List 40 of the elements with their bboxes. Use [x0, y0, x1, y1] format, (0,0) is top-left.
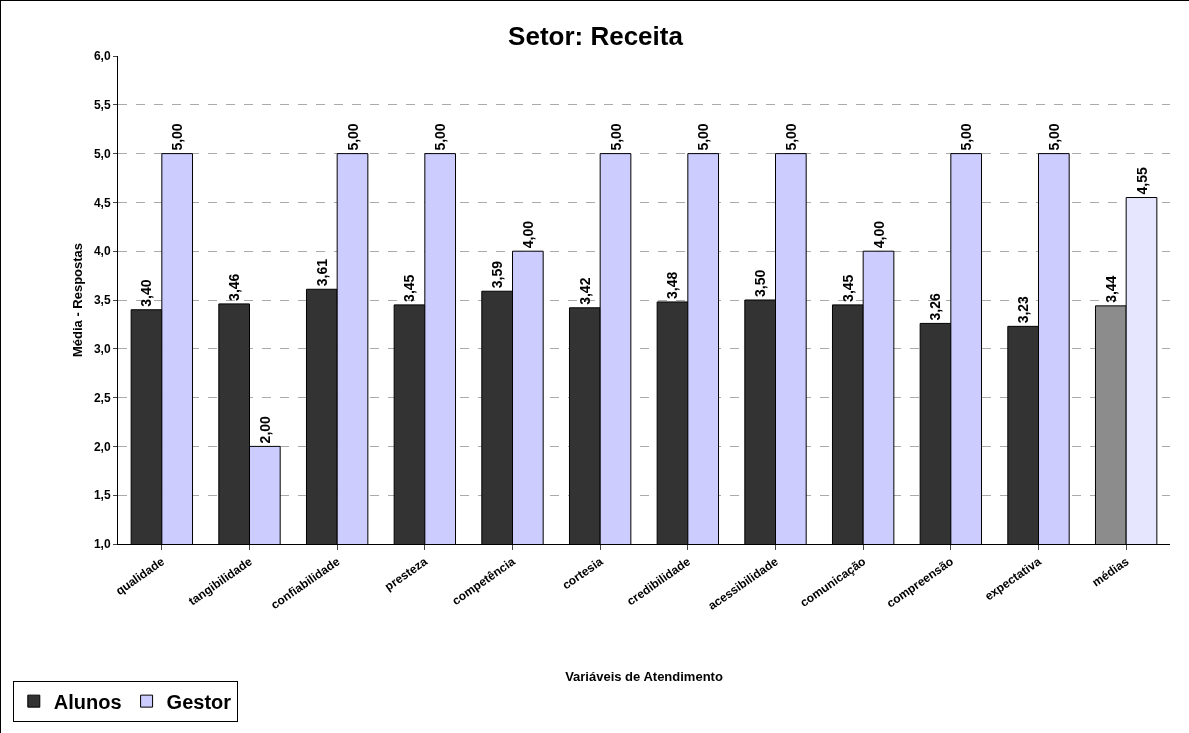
data-label: 5,00	[169, 123, 186, 151]
data-label: 3,61	[313, 258, 330, 287]
data-label: 4,55	[1133, 167, 1150, 195]
y-tick-label: 2,0	[93, 439, 111, 454]
y-tick-label: 5,0	[93, 146, 111, 161]
data-label: 3,48	[664, 271, 681, 299]
data-label: 3,26	[927, 292, 944, 321]
data-label: 5,00	[782, 123, 799, 151]
y-tick-label: 4,5	[93, 195, 111, 210]
data-label: 3,45	[839, 274, 856, 302]
data-label: 3,40	[138, 279, 155, 307]
data-label: 3,44	[1102, 275, 1119, 303]
data-label: 5,00	[958, 123, 975, 151]
data-label: 5,00	[344, 123, 361, 151]
chart-title: Setor: Receita	[508, 20, 684, 51]
y-tick-label: 6,0	[93, 49, 111, 64]
y-tick-label: 5,5	[93, 98, 111, 112]
legend-label: Gestor	[166, 690, 232, 713]
legend-label: Alunos	[53, 690, 122, 713]
y-tick-label: 3,5	[93, 293, 111, 308]
y-axis-title: Média - Respostas	[70, 242, 85, 358]
x-axis-title: Variáveis de Atendimento	[565, 669, 723, 685]
data-label: 3,45	[401, 274, 418, 302]
data-label: 5,00	[607, 123, 624, 151]
data-label: 3,42	[576, 277, 593, 305]
y-tick-label: 1,0	[93, 537, 111, 552]
data-label: 3,59	[489, 260, 506, 289]
data-label: 4,00	[519, 220, 536, 249]
y-tick-label: 4,0	[93, 244, 111, 259]
data-label: 3,23	[1015, 295, 1032, 324]
y-tick-label: 3,0	[93, 342, 111, 356]
y-tick-label: 1,5	[93, 488, 111, 503]
data-label: 5,00	[695, 123, 712, 151]
y-tick-label: 2,5	[93, 390, 111, 405]
data-label: 5,00	[1045, 123, 1062, 151]
data-label: 2,00	[256, 415, 273, 444]
data-label: 4,00	[870, 220, 887, 249]
data-label: 3,46	[226, 273, 243, 301]
data-label: 5,00	[432, 123, 449, 151]
data-label: 3,50	[752, 269, 769, 297]
